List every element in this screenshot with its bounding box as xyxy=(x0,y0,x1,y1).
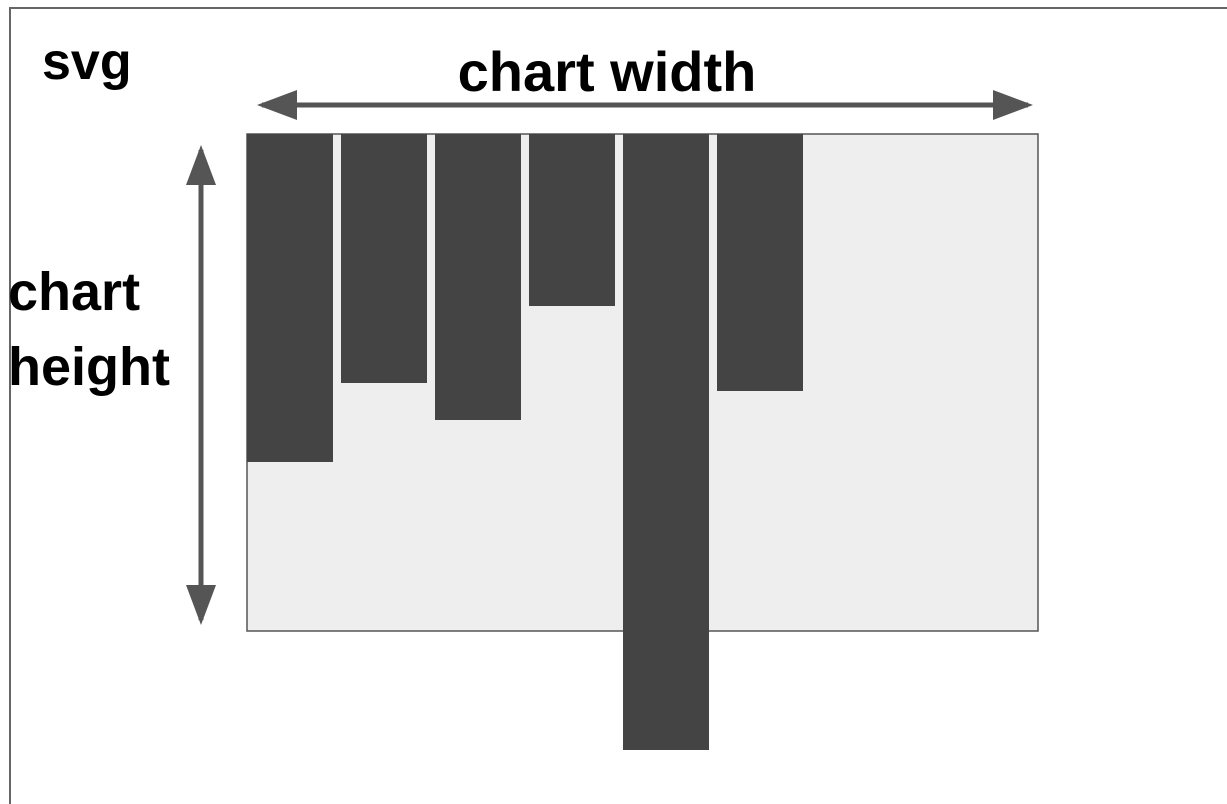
bar xyxy=(717,134,803,391)
bar xyxy=(529,134,615,306)
bar xyxy=(247,134,333,462)
svg-label: svg xyxy=(42,33,132,91)
chart-width-label: chart width xyxy=(458,40,757,103)
svg-frame xyxy=(9,7,1227,804)
bar xyxy=(341,134,427,383)
bar xyxy=(435,134,521,420)
bar xyxy=(623,134,709,750)
chart-height-label-line: chart xyxy=(8,262,140,322)
chart-height-label-line: height xyxy=(8,337,170,397)
